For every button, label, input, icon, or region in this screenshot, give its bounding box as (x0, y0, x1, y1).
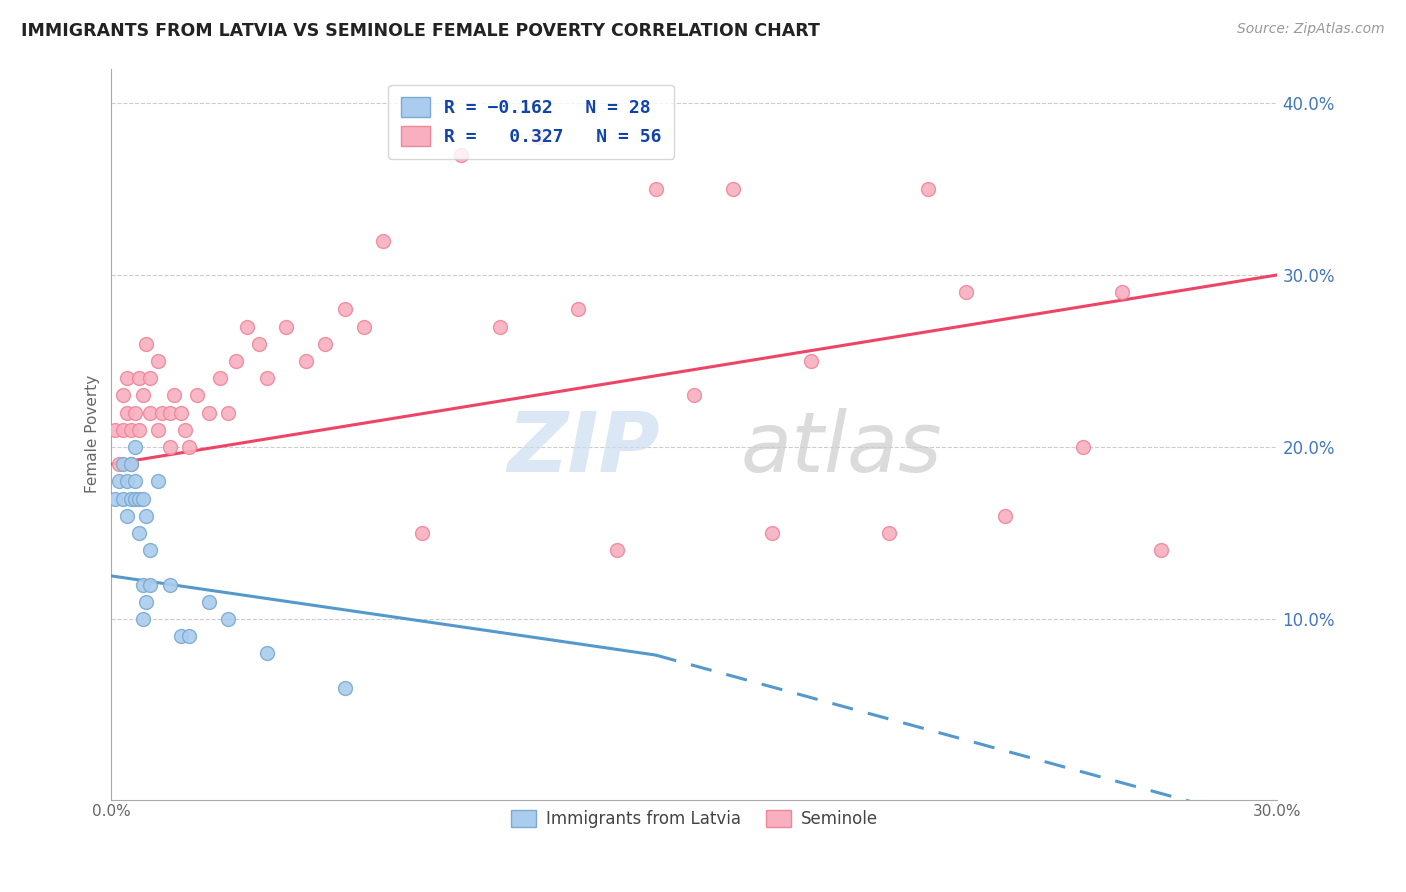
Point (1150, 543, 1173, 558)
Point (723, 182, 745, 196)
Point (1111, 285, 1133, 299)
Point (314, 336, 336, 351)
Point (135, 595, 157, 609)
Text: atlas: atlas (741, 409, 942, 489)
Point (150, 405, 173, 419)
Point (128, 423, 150, 437)
Point (170, 629, 193, 643)
Point (256, 646, 278, 660)
Point (197, 405, 219, 419)
Point (120, 457, 142, 471)
Point (294, 354, 316, 368)
Point (197, 595, 219, 609)
Point (139, 371, 162, 385)
Point (131, 612, 153, 626)
Point (104, 423, 127, 437)
Text: ZIP: ZIP (506, 409, 659, 489)
Point (236, 319, 259, 334)
Point (115, 475, 138, 489)
Point (353, 319, 375, 334)
Point (333, 302, 356, 317)
Point (955, 285, 977, 299)
Point (170, 405, 193, 419)
Point (146, 354, 169, 368)
Point (124, 440, 146, 454)
Point (174, 423, 197, 437)
Point (683, 388, 706, 402)
Point (159, 577, 181, 591)
Point (139, 543, 162, 558)
Point (225, 354, 247, 368)
Point (411, 525, 433, 540)
Point (276, 319, 298, 334)
Point (108, 457, 131, 471)
Point (120, 457, 142, 471)
Point (112, 423, 135, 437)
Legend: Immigrants from Latvia, Seminole: Immigrants from Latvia, Seminole (505, 804, 884, 835)
Point (159, 440, 181, 454)
Point (131, 577, 153, 591)
Point (108, 475, 131, 489)
Point (131, 491, 153, 506)
Point (489, 319, 512, 334)
Point (135, 508, 157, 523)
Point (131, 388, 153, 402)
Point (124, 491, 146, 506)
Point (450, 147, 472, 161)
Point (1071, 440, 1094, 454)
Y-axis label: Female Poverty: Female Poverty (86, 375, 100, 493)
Point (209, 371, 232, 385)
Point (179, 440, 201, 454)
Point (115, 508, 138, 523)
Point (917, 182, 939, 196)
Point (247, 336, 270, 351)
Point (120, 491, 142, 506)
Point (333, 681, 356, 695)
Point (179, 629, 201, 643)
Point (159, 405, 181, 419)
Point (761, 525, 783, 540)
Point (146, 475, 169, 489)
Point (104, 491, 127, 506)
Point (994, 508, 1017, 523)
Point (139, 577, 162, 591)
Text: IMMIGRANTS FROM LATVIA VS SEMINOLE FEMALE POVERTY CORRELATION CHART: IMMIGRANTS FROM LATVIA VS SEMINOLE FEMAL… (21, 22, 820, 40)
Point (644, 182, 666, 196)
Point (800, 354, 823, 368)
Text: Source: ZipAtlas.com: Source: ZipAtlas.com (1237, 22, 1385, 37)
Point (567, 302, 589, 317)
Point (115, 405, 138, 419)
Point (124, 405, 146, 419)
Point (186, 388, 208, 402)
Point (112, 388, 135, 402)
Point (606, 543, 628, 558)
Point (373, 234, 395, 248)
Point (128, 371, 150, 385)
Point (877, 525, 900, 540)
Point (217, 612, 239, 626)
Point (162, 388, 184, 402)
Point (139, 405, 162, 419)
Point (217, 405, 239, 419)
Point (115, 371, 138, 385)
Point (527, 130, 550, 145)
Point (124, 475, 146, 489)
Point (128, 491, 150, 506)
Point (256, 371, 278, 385)
Point (128, 525, 150, 540)
Point (112, 457, 135, 471)
Point (146, 423, 169, 437)
Point (120, 423, 142, 437)
Point (135, 336, 157, 351)
Point (112, 491, 135, 506)
